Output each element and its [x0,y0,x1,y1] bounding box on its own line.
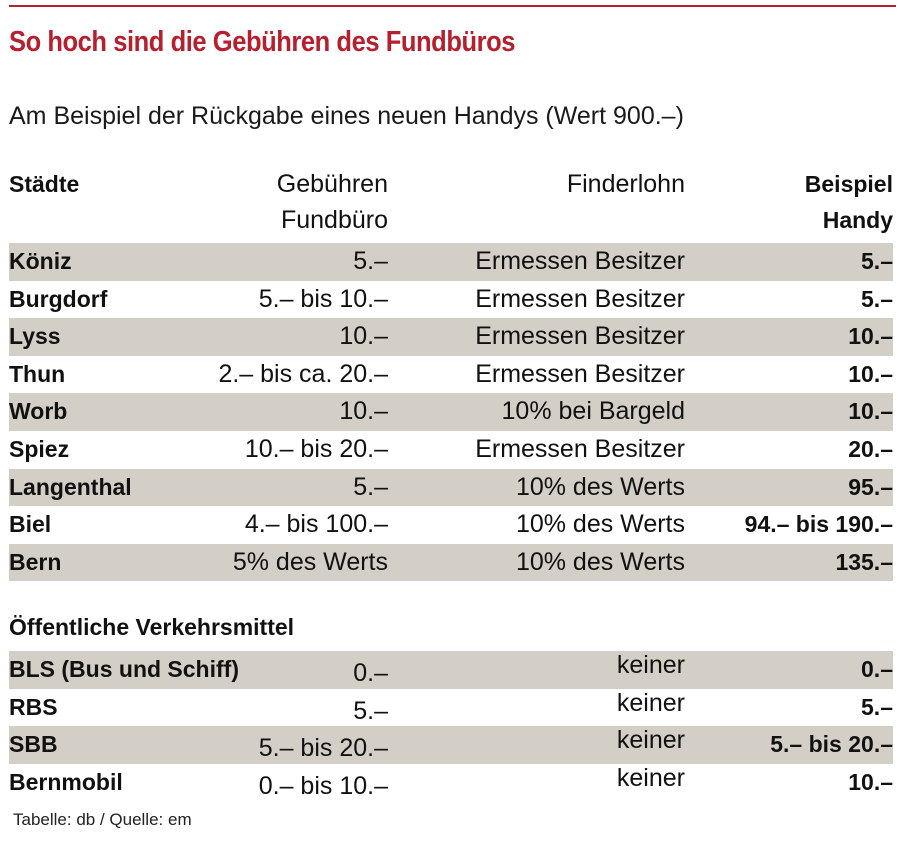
cell-finder: keiner [616,651,685,679]
cell-finder: Ermessen Besitzer [475,322,685,351]
cell-finder: 10% des Werts [515,472,685,501]
table-row: Langenthal 5.– 10% des Werts 95.– [9,468,893,507]
table-header: Städte Gebühren Fundbüro Finderlohn Beis… [9,166,893,242]
cell-finder: Ermessen Besitzer [475,284,685,313]
header-finder: Finderlohn [566,170,685,198]
cell-fee: 0.– bis 10.– [258,771,388,800]
cell-example: 10.– [848,323,893,350]
cell-city: Langenthal [9,473,132,500]
cell-fee: 5.– [353,472,388,501]
cell-fee: 5.– [353,696,388,725]
cell-example: 94.– bis 190.– [744,511,893,538]
cell-city: RBS [9,693,58,720]
cell-finder: Ermessen Besitzer [475,247,685,275]
header-example: Beispiel Handy [805,166,893,238]
transport-section-title: Öffentliche Verkehrsmittel [9,614,295,640]
cell-example: 5.– bis 20.– [770,731,893,758]
cell-city: Thun [9,360,66,387]
cell-example: 0.– [861,656,893,682]
header-fee-line1: Gebühren [276,170,388,198]
cell-city: Köniz [9,248,72,274]
cities-table: Köniz 5.– Ermessen Besitzer 5.– Burgdorf… [9,243,893,582]
transport-table: BLS (Bus und Schiff) 0.– keiner 0.– RBS … [9,651,893,801]
header-example-line1: Beispiel [804,171,893,197]
cell-fee: 5.– [353,247,388,275]
cell-finder: Ermessen Besitzer [475,434,685,463]
table-row: RBS 5.– keiner 5.– [9,689,893,727]
cell-example: 5.– [861,248,893,274]
cell-finder: keiner [616,763,685,792]
table-row: Burgdorf 5.– bis 10.– Ermessen Besitzer … [9,281,893,319]
cell-fee: 10.– [339,397,388,426]
cell-example: 95.– [848,473,893,500]
cell-fee: 4.– bis 100.– [244,510,388,539]
cell-fee: 10.– [339,322,388,351]
header-fee: Gebühren Fundbüro [277,166,388,238]
cell-finder: keiner [616,688,685,717]
table-row: SBB 5.– bis 20.– keiner 5.– bis 20.– [9,726,893,764]
table-row: Bern 5% des Werts 10% des Werts 135.– [9,543,893,582]
table-row: Lyss 10.– Ermessen Besitzer 10.– [9,318,893,356]
header-fee-line2: Fundbüro [280,206,388,234]
cell-city: Burgdorf [9,285,108,312]
cell-example: 5.– [861,285,893,312]
cell-example: 10.– [848,360,893,387]
cell-fee: 10.– bis 20.– [244,434,388,463]
table-row: Thun 2.– bis ca. 20.– Ermessen Besitzer … [9,356,893,394]
cell-fee: 5.– bis 10.– [258,284,388,313]
page-subtitle: Am Beispiel der Rückgabe eines neuen Han… [9,102,684,130]
table-row: Bernmobil 0.– bis 10.– keiner 10.– [9,764,893,802]
cell-city: Spiez [9,435,70,462]
source-note: Tabelle: db / Quelle: em [13,810,192,829]
table-row: Worb 10.– 10% bei Bargeld 10.– [9,393,893,431]
cell-city: Bern [9,548,62,575]
table-row: Köniz 5.– Ermessen Besitzer 5.– [9,243,893,281]
table-row: Biel 4.– bis 100.– 10% des Werts 94.– bi… [9,506,893,544]
cell-example: 135.– [835,548,893,575]
cell-example: 10.– [848,768,893,795]
table-row: Spiez 10.– bis 20.– Ermessen Besitzer 20… [9,431,893,469]
header-example-line2: Handy [822,207,893,233]
cell-city: Biel [9,511,52,538]
cell-fee: 5% des Werts [232,547,388,576]
cell-example: 20.– [848,435,893,462]
cell-city: Bernmobil [9,768,123,795]
cell-city: SBB [9,731,58,758]
cell-finder: 10% des Werts [515,547,685,576]
table-row: BLS (Bus und Schiff) 0.– keiner 0.– [9,651,893,689]
cell-example: 5.– [861,693,893,720]
cell-finder: keiner [616,726,685,755]
cell-city: Lyss [9,323,61,350]
cell-fee: 2.– bis ca. 20.– [218,359,388,388]
cell-finder: 10% bei Bargeld [501,397,685,426]
cell-fee: 5.– bis 20.– [258,734,388,763]
cell-example: 10.– [848,398,893,425]
page-title: So hoch sind die Gebühren des Fundbüros [9,26,516,58]
header-city: Städte [9,171,80,197]
cell-finder: Ermessen Besitzer [475,359,685,388]
cell-fee: 0.– [353,659,388,687]
cell-finder: 10% des Werts [515,510,685,539]
top-rule [9,5,896,7]
cell-city: BLS (Bus und Schiff) [9,656,239,682]
cell-city: Worb [9,398,68,425]
